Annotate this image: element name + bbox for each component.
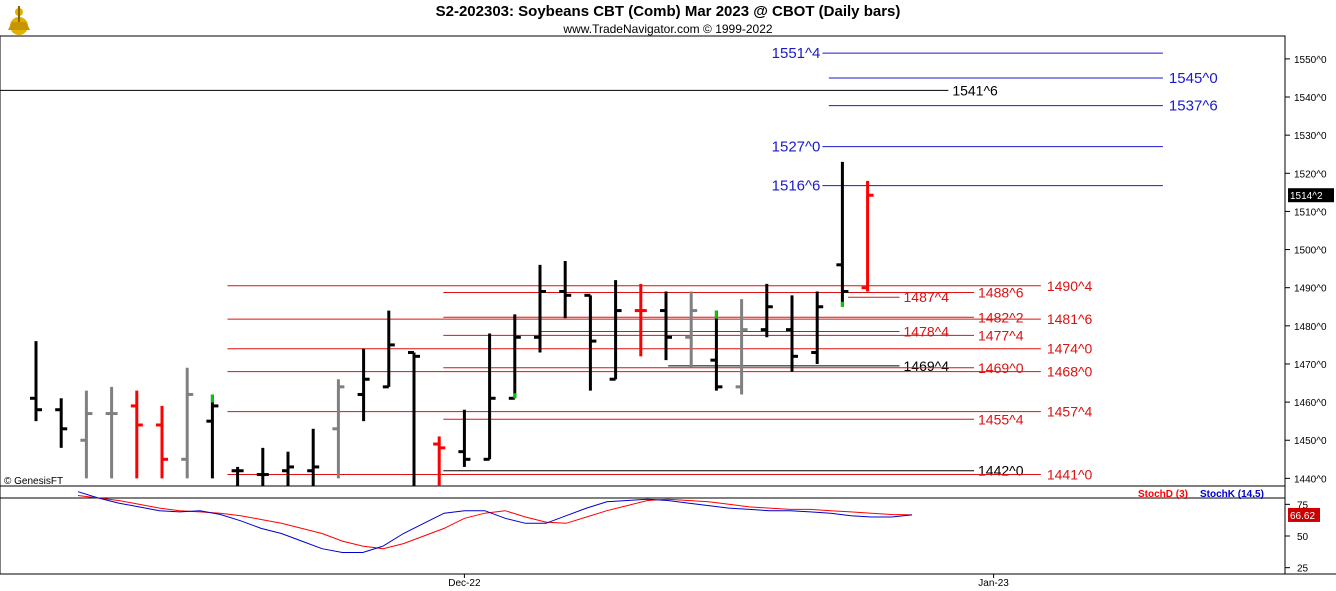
ohlc-bar — [811, 291, 824, 364]
ohlc-bar — [156, 405, 168, 479]
ohlc-bar — [609, 280, 622, 381]
y-tick-label: 1490^0 — [1294, 284, 1327, 295]
x-tick-label: Dec-22 — [448, 578, 481, 589]
ohlc-bar — [433, 436, 446, 486]
y-tick-label: 1550^0 — [1294, 55, 1327, 66]
stochk-line — [77, 491, 913, 553]
ohlc-bar — [130, 390, 143, 479]
y-tick-label: 1530^0 — [1294, 131, 1327, 142]
level-label: 1541^6 — [952, 82, 998, 98]
stoch-value-tag — [1288, 507, 1320, 522]
date-axis: Dec-22 Jan-23 — [448, 574, 1009, 589]
level-label: 1527^0 — [772, 139, 821, 156]
y-tick-label: 1470^0 — [1294, 360, 1327, 371]
ohlc-bar — [382, 310, 395, 389]
ohlc-bar — [206, 394, 219, 479]
ohlc-bar — [231, 466, 244, 486]
ohlc-bar — [634, 283, 647, 357]
ohlc-bar — [836, 161, 849, 307]
level-label: 1490^4 — [1047, 278, 1093, 294]
level-label: 1487^4 — [904, 289, 950, 305]
level-label: 1442^0 — [978, 463, 1024, 479]
level-label: 1457^4 — [1047, 404, 1093, 420]
level-label: 1488^6 — [978, 284, 1024, 300]
level-label: 1481^6 — [1047, 311, 1093, 327]
chart-subtitle: www.TradeNavigator.com © 1999-2022 — [562, 22, 772, 36]
last-price-tag — [1288, 188, 1334, 203]
ohlc-bar — [534, 264, 546, 353]
app-logo-icon — [8, 6, 30, 35]
level-label: 1474^0 — [1047, 341, 1093, 357]
last-price-label: 1514^2 — [1290, 191, 1323, 202]
ohlc-bar — [735, 299, 748, 395]
ohlc-bar — [181, 367, 194, 479]
ohlc-bar — [660, 291, 672, 361]
y-tick-label: 1460^0 — [1294, 398, 1327, 409]
ohlc-bar — [458, 409, 471, 467]
ohlc-bar — [685, 291, 698, 368]
level-label: 1545^0 — [1169, 70, 1218, 87]
ohlc-bar — [408, 351, 420, 486]
ohlc-bar — [256, 447, 269, 486]
y-tick-label: 1540^0 — [1294, 93, 1327, 104]
y-tick-label: 1500^0 — [1294, 246, 1327, 257]
level-label: 1468^0 — [1047, 364, 1093, 380]
y-tick-label: 1480^0 — [1294, 322, 1327, 333]
level-label: 1482^2 — [978, 309, 1024, 325]
stoch-y-tick-label: 50 — [1297, 532, 1309, 543]
ohlc-bar — [332, 379, 345, 479]
price-bars — [30, 161, 874, 486]
stochastics-pane: 75 50 25 66.62 StochD (3) StochK (14,5) — [77, 489, 1320, 575]
ohlc-bar — [30, 341, 42, 422]
stoch-y-tick-label: 25 — [1297, 564, 1309, 575]
legend-stochd: StochD (3) — [1138, 489, 1188, 500]
plot-frame — [0, 35, 1286, 575]
level-label: 1469^4 — [904, 358, 950, 374]
ohlc-bar — [861, 180, 874, 292]
ohlc-bar — [786, 295, 798, 372]
level-label: 1551^4 — [772, 45, 821, 62]
stoch-value-label: 66.62 — [1290, 511, 1315, 522]
ohlc-bar — [584, 293, 597, 391]
ohlc-bar — [508, 314, 521, 400]
legend-stochk: StochK (14,5) — [1200, 489, 1264, 500]
ohlc-bar — [710, 310, 723, 391]
level-label: 1478^4 — [904, 324, 950, 340]
level-label: 1537^6 — [1169, 98, 1218, 115]
x-tick-label: Jan-23 — [978, 578, 1009, 589]
ohlc-bar — [483, 333, 496, 461]
ohlc-bar — [105, 386, 118, 479]
watermark: © GenesisFT — [4, 476, 63, 487]
y-tick-label: 1520^0 — [1294, 169, 1327, 180]
ohlc-bar — [282, 451, 294, 486]
ohlc-bar — [55, 398, 68, 448]
level-label: 1477^4 — [978, 327, 1024, 343]
ohlc-bar — [80, 390, 93, 479]
chart-title: S2-202303: Soybeans CBT (Comb) Mar 2023 … — [436, 3, 901, 20]
price-axis: 1550^0 1540^0 1530^0 1520^0 1510^0 1500^0 1490… — [1285, 55, 1334, 485]
level-label: 1516^6 — [772, 178, 821, 195]
stochd-line — [77, 495, 913, 550]
y-tick-label: 1510^0 — [1294, 207, 1327, 218]
y-tick-label: 1440^0 — [1294, 474, 1327, 485]
ohlc-bar — [357, 348, 370, 422]
y-tick-label: 1450^0 — [1294, 436, 1327, 447]
ohlc-bar — [307, 428, 320, 486]
stoch-y-tick-label: 75 — [1297, 500, 1309, 511]
level-label: 1469^0 — [978, 360, 1024, 376]
level-label: 1455^4 — [978, 411, 1024, 427]
level-label: 1441^0 — [1047, 467, 1093, 483]
ohlc-bar — [760, 283, 773, 338]
ohlc-bar — [559, 261, 572, 319]
